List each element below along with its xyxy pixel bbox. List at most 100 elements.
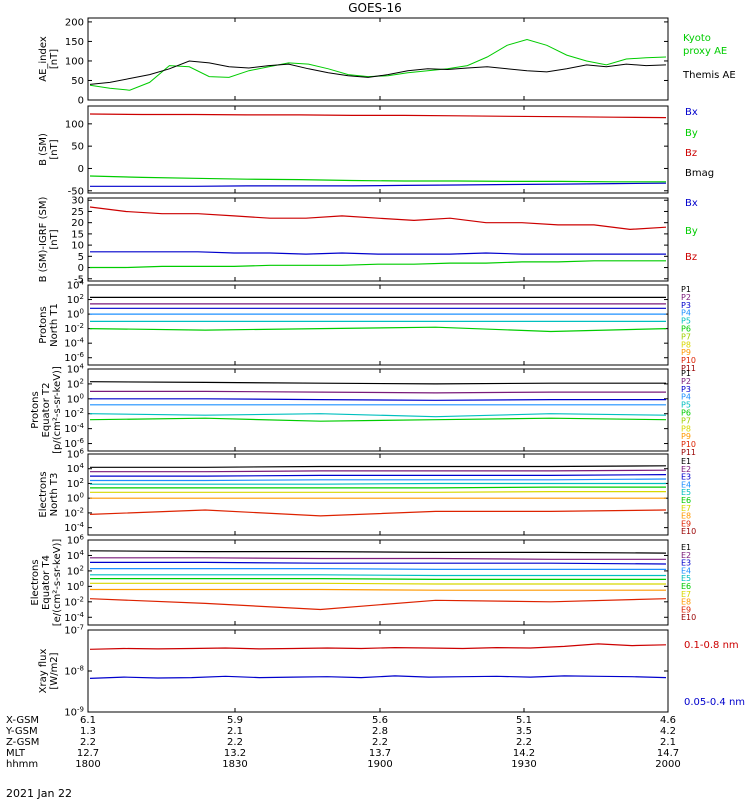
y-tick-label: 25 [71,207,84,218]
orbit-value: 1800 [75,759,100,770]
y-axis-label: North T3 [49,473,60,517]
y-axis-label: [p/(cm²-s-sr-keV)] [52,366,63,454]
series-e3 [90,561,667,565]
y-tick-label: 100 [65,119,84,130]
orbit-value: 1900 [367,759,392,770]
y-tick-label: 102 [67,377,84,390]
orbit-row-label: Z-GSM [6,737,39,748]
y-tick-label: 10-4 [64,422,84,435]
y-axis-label: Protons [30,391,41,428]
y-axis-label: Electrons [30,559,41,605]
legend-entry: P5 [681,401,691,410]
series-e4 [90,567,666,571]
legend-entry: E5 [681,488,691,497]
legend-entry: P2 [681,293,691,302]
orbit-value: 2000 [655,759,680,770]
panel-frame [87,368,669,452]
legend-entry: Bx [685,107,698,118]
series-e2 [90,557,666,560]
y-tick-label: 200 [65,17,84,28]
y-tick-label: 10-4 [64,337,84,350]
y-tick-label: 100 [67,580,84,593]
legend-entry: P10 [681,440,696,449]
orbit-value: 14.2 [513,748,535,759]
y-tick-label: 15 [71,229,84,240]
legend-entry: E3 [681,559,691,568]
series-e1 [89,550,667,554]
series-e6 [90,486,666,489]
legend-entry: P5 [681,317,691,326]
orbit-value: 1.3 [80,726,96,737]
y-axis-label: Equator T4 [41,555,52,610]
y-tick-label: 100 [67,308,84,321]
series-e9 [89,509,667,517]
y-tick-label: 100 [65,56,84,67]
y-tick-label: 100 [67,392,84,405]
orbit-value: 5.9 [227,715,243,726]
series-e9 [89,598,667,611]
panel-7: 106 104 102 100 10-2 10-4 Electrons Equator T4[… [30,534,696,627]
orbit-row-label: hhmm [6,759,38,770]
plot-title: GOES-16 [348,1,402,15]
y-tick-label: 102 [67,477,84,490]
y-tick-label: 106 [67,448,85,461]
series-e6 [90,577,666,581]
y-tick-label: 100 [67,492,84,505]
legend-entry: E4 [681,480,691,489]
y-tick-label: -50 [68,186,84,197]
legend-entry: E10 [681,613,696,622]
legend-entry: P9 [681,348,691,357]
y-tick-label: 0 [78,164,84,175]
legend-entry: E8 [681,598,691,607]
legend-entry: E6 [681,582,691,591]
y-tick-label: 10-2 [64,506,84,519]
legend-entry: By [685,128,698,139]
legend-entry: E4 [681,566,691,575]
orbit-value: 4.2 [660,726,676,737]
y-axis-label: Xray flux [38,649,49,694]
y-tick-label: 106 [67,534,85,547]
y-tick-label: 104 [67,363,85,376]
legend-entry: E7 [681,504,691,513]
legend-entry: P8 [681,340,691,349]
y-axis-label: [W/m2] [49,652,60,689]
orbit-value: 2.1 [660,737,676,748]
legend-entry: P7 [681,332,691,341]
legend-entry: E5 [681,574,691,583]
legend-entry: Bz [685,148,697,159]
series-e3 [90,474,667,477]
legend-entry: E10 [681,527,696,536]
panel-frame [87,197,669,282]
legend-entry: P10 [681,356,696,365]
y-tick-label: 30 [71,196,84,207]
panel-frame [87,629,669,713]
legend-entry: Bz [685,252,697,263]
y-tick-label: 104 [67,462,85,475]
y-tick-label: 104 [67,279,85,292]
legend-entry: P4 [681,309,691,318]
y-tick-label: 10-2 [64,595,84,608]
legend-entry: E9 [681,605,691,614]
orbit-value: 3.5 [516,726,532,737]
orbit-value: 2.1 [227,726,243,737]
orbit-value: 2.2 [516,737,532,748]
legend-entry: P11 [681,364,696,373]
legend-entry: P11 [681,448,696,457]
legend-entry: P1 [681,369,691,378]
series-p1 [89,381,666,385]
series-e7 [90,582,666,585]
legend-entry: Bx [685,198,698,209]
legend-entry: E6 [681,496,691,505]
y-tick-label: 10-8 [64,665,84,678]
orbit-value: 2.8 [372,726,388,737]
legend-entry: Bmag [685,168,714,179]
y-tick-label: 0 [78,96,84,107]
legend-entry: P4 [681,393,691,402]
y-axis-label: Electrons [38,471,49,517]
legend-entry: Kyoto [683,33,711,44]
